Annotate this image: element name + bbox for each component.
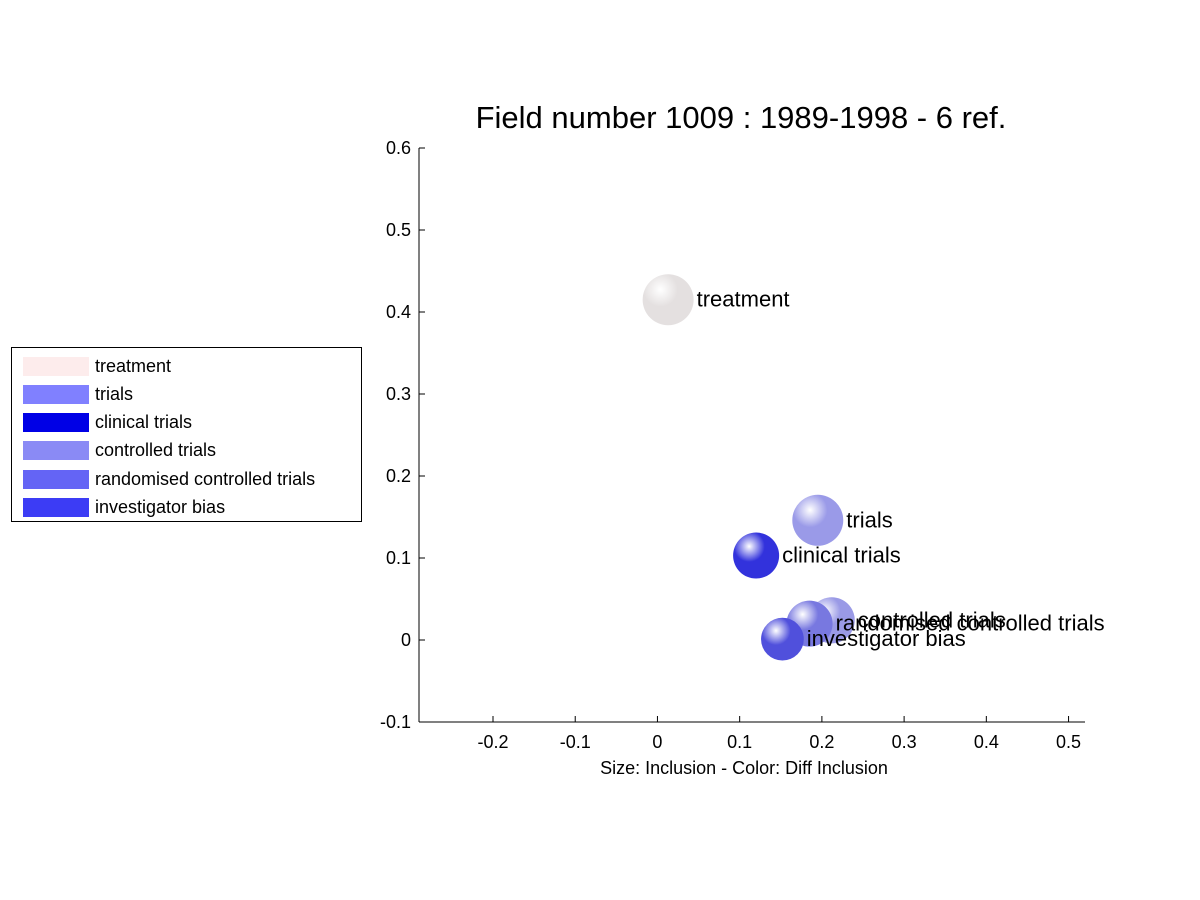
data-point-label: clinical trials [782,543,901,568]
x-tick-label: -0.2 [477,732,508,752]
data-point-label: treatment [697,287,790,312]
y-tick-label: 0.6 [386,138,411,158]
x-tick-label: 0.5 [1056,732,1081,752]
y-tick-label: 0.2 [386,466,411,486]
data-point-sphere [792,494,844,546]
legend-label: investigator bias [95,497,226,517]
data-point-sphere [733,532,780,579]
chart-title: Field number 1009 : 1989-1998 - 6 ref. [476,100,1007,135]
y-tick-label: -0.1 [380,712,411,732]
x-tick-label: 0.4 [974,732,999,752]
legend-label: treatment [95,355,172,376]
data-points [642,274,855,661]
legend-swatch [23,441,89,461]
y-tick-label: 0.4 [386,302,411,322]
legend-item: randomised controlled trials [23,469,315,489]
axes: -0.2 -0.1 0 0.1 0.2 0.3 0.4 0.5 -0.1 0 0.1 0.2 0.3 0.… [380,138,1085,752]
legend-item: investigator bias [23,497,226,518]
legend-label: clinical trials [95,412,193,433]
legend-item: treatment [23,356,171,376]
legend-label: trials [95,383,134,404]
data-point-label: investigator bias [807,626,966,651]
legend-swatch [23,469,89,489]
legend-label: controlled trials [95,440,217,461]
y-tick-label: 0.3 [386,384,411,404]
y-tick-label: 0.1 [386,548,411,568]
data-point-label: controlled trials [858,607,1006,632]
legend-item: clinical trials [23,412,193,433]
data-point-sphere [761,617,804,661]
x-tick-label: -0.1 [560,732,591,752]
x-tick-label: 0.2 [809,732,834,752]
data-point-label: randomised controlled trials [836,611,1105,636]
legend-label: randomised controlled trials [95,468,316,489]
y-tick-label: 0 [401,630,411,650]
x-axis-label: Size: Inclusion - Color: Diff Inclusion [600,758,888,778]
x-tick-label: 0 [652,732,662,752]
legend-swatch [23,384,89,404]
legend-item: controlled trials [23,440,217,461]
legend-swatch [23,413,89,433]
data-point-label: trials [846,507,892,532]
legend-swatch [23,356,89,376]
x-tick-label: 0.3 [892,732,917,752]
legend-swatch [23,498,89,517]
legend: treatment trials clinical trials controlled… [11,347,362,522]
x-tick-label: 0.1 [727,732,752,752]
y-tick-label: 0.5 [386,220,411,240]
data-point-sphere [642,274,694,326]
point-labels: treatment trials clinical trials controlled… [697,287,1105,651]
legend-item: trials [23,384,133,404]
